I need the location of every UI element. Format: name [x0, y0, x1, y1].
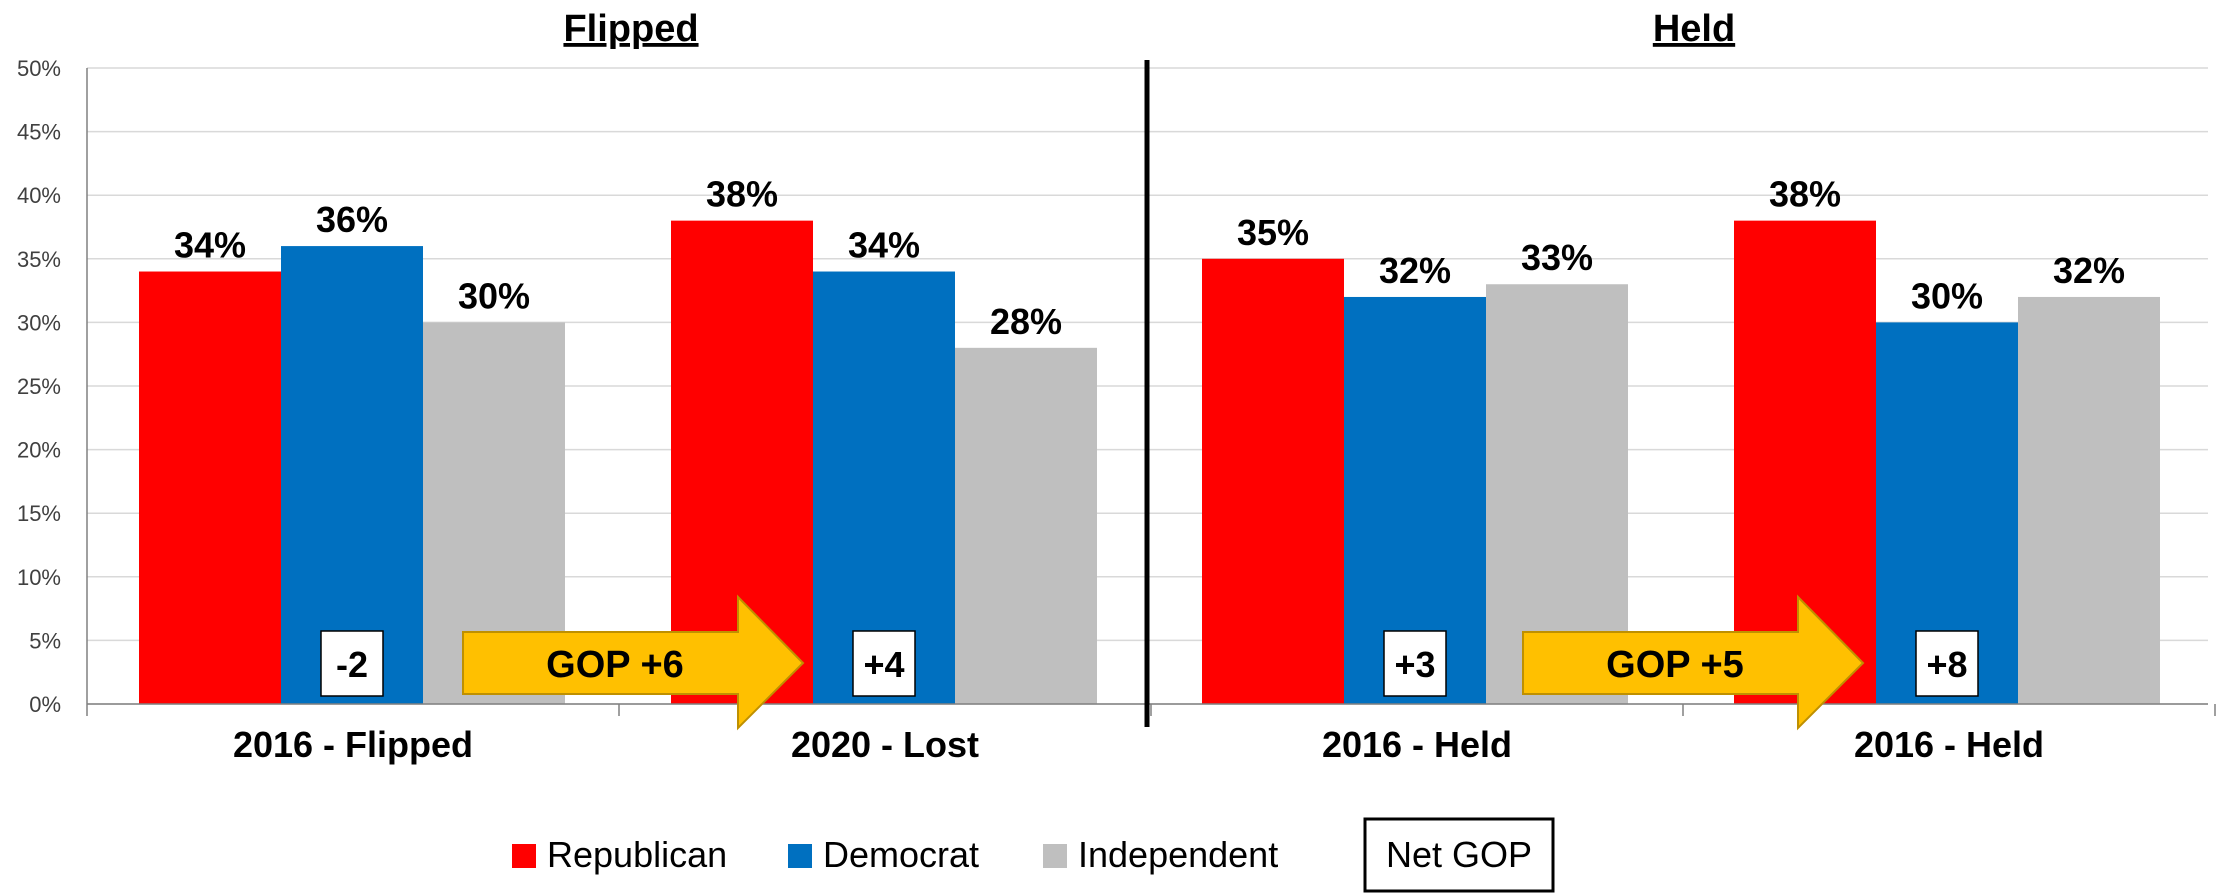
section-title: Held — [1653, 8, 1735, 50]
net-gop-box — [320, 630, 384, 697]
value-label: 32% — [1379, 250, 1451, 291]
y-tick-label: 15% — [17, 501, 61, 526]
y-tick-label: 45% — [17, 120, 61, 145]
arrow-label: GOP +5 — [1606, 644, 1744, 686]
y-tick-label: 40% — [17, 183, 61, 208]
value-label: 32% — [2053, 250, 2125, 291]
net-gop-box — [852, 630, 916, 697]
axes — [86, 60, 2216, 727]
value-labels: 34% 38% 35% 38% 36% 34% 32% 30% 30% 28% 33% 32% — [174, 174, 2125, 342]
value-label: 38% — [706, 174, 778, 215]
value-label: 33% — [1521, 237, 1593, 278]
gop-arrows: GOP +6 GOP +5 — [462, 594, 1865, 731]
section-title: Flipped — [563, 8, 698, 50]
bar-independent — [955, 347, 1097, 704]
legend-net-gop-box — [1363, 817, 1555, 893]
legend: Republican Democrat Independent Net GOP — [512, 817, 1555, 893]
section-titles: Flipped Held — [563, 8, 1735, 50]
legend-label-republican: Republican — [547, 834, 727, 875]
bar-independent — [2018, 296, 2160, 704]
category-label: 2016 - Held — [1322, 724, 1512, 765]
value-label: 38% — [1769, 174, 1841, 215]
value-label: 28% — [990, 301, 1062, 342]
bar-democrat — [281, 246, 423, 704]
value-label: 34% — [174, 225, 246, 266]
bar-republican — [139, 271, 281, 704]
legend-net-gop-label: Net GOP — [1386, 834, 1532, 875]
arrow-shape — [1522, 594, 1865, 731]
value-label: 36% — [316, 199, 388, 240]
net-gop-boxes: -2 +4 +3 +8 — [320, 630, 1979, 697]
value-label: 30% — [458, 275, 530, 316]
y-tick-label: 25% — [17, 374, 61, 399]
net-gop-box — [1383, 630, 1447, 697]
value-label: 35% — [1237, 212, 1309, 253]
legend-swatch-democrat — [788, 844, 812, 868]
legend-label-democrat: Democrat — [823, 834, 979, 875]
arrow-shape — [462, 594, 805, 731]
y-tick-label: 35% — [17, 247, 61, 272]
value-label: 34% — [848, 225, 920, 266]
y-tick-label: 30% — [17, 310, 61, 335]
net-gop-value: -2 — [336, 644, 368, 685]
category-label: 2016 - Flipped — [233, 724, 473, 765]
y-tick-label: 20% — [17, 438, 61, 463]
bar-republican — [1202, 258, 1344, 704]
net-gop-value: +4 — [863, 644, 904, 685]
category-label: 2016 - Held — [1854, 724, 2044, 765]
legend-label-independent: Independent — [1078, 834, 1278, 875]
category-labels: 2016 - Flipped 2020 - Lost 2016 - Held 2016… — [233, 724, 2044, 765]
legend-swatch-independent — [1043, 844, 1067, 868]
y-tick-label: 10% — [17, 565, 61, 590]
category-label: 2020 - Lost — [791, 724, 979, 765]
legend-swatch-republican — [512, 844, 536, 868]
arrow-label: GOP +6 — [546, 644, 684, 686]
value-label: 30% — [1911, 275, 1983, 316]
y-tick-label: 0% — [29, 692, 61, 717]
y-tick-label: 50% — [17, 56, 61, 81]
net-gop-value: +3 — [1394, 644, 1435, 685]
net-gop-value: +8 — [1926, 644, 1967, 685]
y-tick-label: 5% — [29, 628, 61, 653]
y-axis-tick-labels: 0% 5% 10% 15% 20% 25% 30% 35% 40% 45% 50% — [17, 56, 61, 717]
net-gop-box — [1915, 630, 1979, 697]
